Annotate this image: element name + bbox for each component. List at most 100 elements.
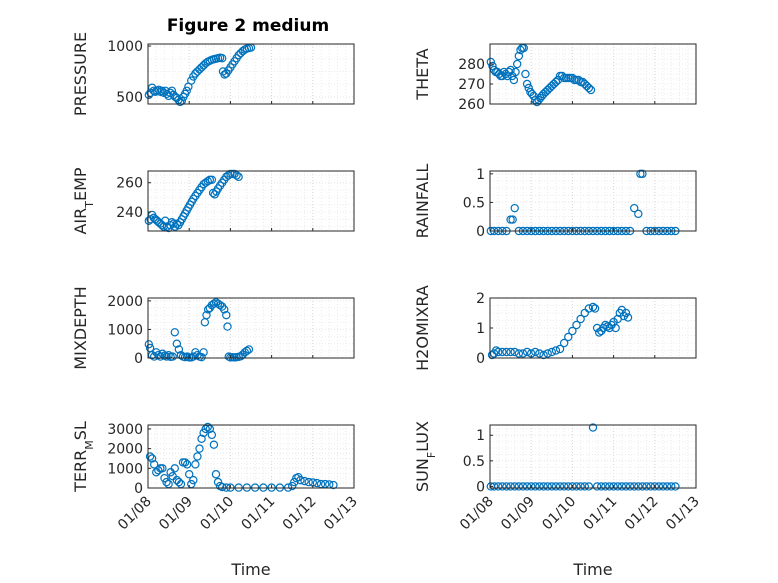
y-axis-label: PRESSURE [71,32,90,116]
data-point [584,482,594,491]
data-point [547,347,557,357]
data-point [144,90,154,100]
y-tick-label: 2 [476,291,485,307]
y-tick-label: 0 [476,479,485,495]
data-point [199,428,208,438]
data-point [551,482,561,491]
data-point [510,203,519,213]
x-tick-label: 01/12 [280,494,320,534]
data-point [508,215,517,224]
x-tick-label: 01/10 [539,494,579,534]
figure-title: Figure 2 medium [167,16,329,36]
data-point [518,482,528,491]
data-point [527,482,536,491]
data-point [555,344,565,354]
data-point [160,473,169,483]
data-point [506,65,515,75]
data-point [543,482,552,491]
data-point [211,470,221,479]
data-point [193,452,202,461]
data-point [498,347,507,357]
axes-box [489,424,697,489]
x-tick-label: 01/11 [239,494,279,534]
data-point [559,482,569,491]
data-point [312,478,322,488]
data-point [201,59,210,68]
data-point [145,452,155,461]
data-point [176,350,186,360]
data-point [630,482,639,491]
data-point [506,482,515,491]
data-point [217,54,227,63]
y-tick-label: 0 [476,351,485,367]
data-point [634,209,643,219]
data-point [531,347,540,357]
data-point [182,460,192,469]
data-point [491,346,501,355]
data-point [574,75,583,85]
axes-box [147,424,355,489]
data-point [638,169,647,179]
data-point [184,470,194,479]
x-tick-label: 01/09 [498,494,538,534]
y-tick-label: 1 [476,428,485,444]
x-axis-label: Time [230,560,270,579]
subplot-8: 0 0.5 1 01/08 01/09 01/10 01/11 01/12 01/13 SUNFL… [413,421,703,579]
data-point [197,434,206,443]
data-point [494,347,503,357]
x-tick-label: 01/08 [457,494,497,534]
data-point [162,352,171,361]
data-point [667,482,676,491]
data-point [209,299,219,308]
data-point [551,346,561,355]
data-point [168,352,177,361]
data-point [296,475,305,485]
data-point [572,320,581,330]
data-point [177,96,186,106]
y-axis-label: THETA [413,48,432,100]
data-point [658,482,668,491]
data-point [144,340,154,349]
x-tick-label: 01/12 [622,494,662,534]
data-point [625,482,635,491]
data-point [522,482,532,491]
data-point [603,322,612,331]
data-point [494,482,503,491]
data-point [518,349,528,358]
y-tick-label: 1 [476,321,485,337]
data-point [189,352,198,361]
data-point [590,304,600,313]
data-point [588,302,598,312]
y-axis-label: TERRMSL [71,421,96,493]
subplot-3: 240 260 AIRTEMP [71,167,355,235]
data-point [568,326,577,336]
data-point [172,339,182,348]
data-point [605,482,614,491]
data-point [588,423,598,432]
data-point [203,177,212,186]
y-tick-label: 240 [116,205,143,221]
data-point [568,482,577,491]
y-tick-label: 270 [458,77,485,93]
y-tick-label: 260 [116,176,143,192]
data-point [149,352,159,361]
data-point [580,482,589,491]
data-point [304,477,313,487]
data-point [154,466,163,475]
y-tick-label: 1 [476,167,485,183]
x-tick-label: 01/10 [197,494,237,534]
data-point [189,475,198,485]
y-axis-label: H2OMIXRA [413,285,432,371]
data-point [535,349,544,358]
data-point [592,482,602,491]
data-point [191,460,200,469]
y-tick-label: 2000 [107,442,143,458]
data-point [506,347,515,357]
data-point [572,482,581,491]
data-point [174,345,184,354]
data-point [509,75,519,85]
axes-box [147,297,355,359]
data-point [486,57,496,67]
data-point [512,59,522,69]
